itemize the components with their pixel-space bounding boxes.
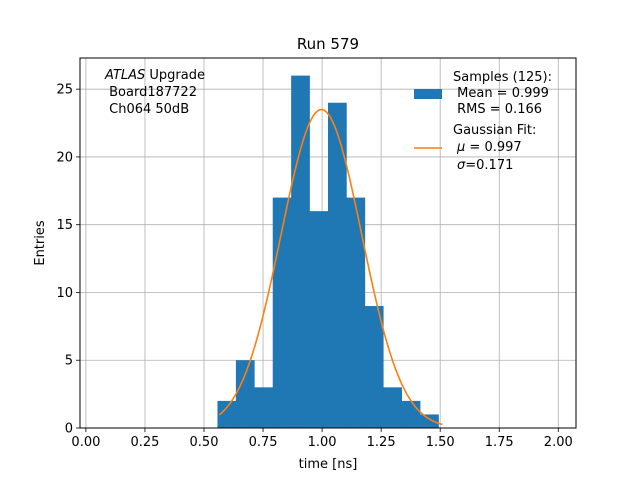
annotation-line-2: Board187722: [105, 85, 197, 100]
experiment-annotation: ATLAS Upgrade Board187722 Ch064 50dB: [104, 68, 205, 117]
y-tick-label: 25: [56, 83, 73, 98]
atlas-label: ATLAS: [104, 68, 145, 83]
legend-samples-line-3: RMS = 0.166: [453, 102, 542, 117]
histogram-bar: [364, 306, 384, 428]
histogram-bar: [291, 75, 310, 428]
chart-title: Run 579: [297, 35, 359, 53]
y-axis-title: Entries: [33, 220, 48, 266]
y-tick-label: 15: [56, 218, 73, 233]
x-tick-label: 0.00: [71, 435, 100, 450]
upgrade-label: Upgrade: [145, 68, 205, 83]
gaussian-fit-curve: [218, 108, 443, 426]
x-tick-label: 1.00: [308, 435, 337, 450]
y-tick-label: 5: [65, 354, 73, 369]
x-tick-label: 0.25: [130, 435, 159, 450]
histogram-bar: [235, 360, 255, 428]
y-tick-label: 10: [56, 286, 73, 301]
x-tick-label: 0.50: [190, 435, 219, 450]
legend-fit-sigma: σ=0.171: [457, 158, 513, 173]
histogram-bar: [254, 387, 274, 428]
legend-samples-line-2: Mean = 0.999: [453, 86, 549, 101]
histogram-bar: [328, 102, 347, 428]
plot-frame: [79, 57, 577, 429]
x-axis-title: time [ns]: [299, 457, 358, 472]
y-tick-label: 0: [65, 422, 73, 437]
gaussian-fit: [218, 108, 443, 426]
histogram-bars: [217, 75, 439, 428]
histogram-bar: [346, 197, 366, 428]
histogram-bar: [217, 400, 237, 428]
mu-symbol: μ: [456, 140, 465, 155]
x-tick-label: 1.75: [485, 435, 514, 450]
legend-swatch-samples: [414, 89, 442, 99]
histogram-bar: [401, 400, 421, 428]
y-axis-ticks: 0 5 10 15 20 25: [56, 83, 80, 437]
legend-fit-line-1: Gaussian Fit:: [453, 123, 536, 138]
x-tick-label: 1.50: [426, 435, 455, 450]
x-tick-label: 2.00: [544, 435, 573, 450]
sigma-value: =0.171: [465, 158, 513, 173]
x-tick-label: 1.25: [367, 435, 396, 450]
y-tick-label: 20: [56, 150, 73, 165]
legend: Samples (125): Mean = 0.999 RMS = 0.166 …: [414, 70, 552, 173]
annotation-line-3: Ch064 50dB: [105, 102, 189, 117]
histogram-bar: [420, 414, 439, 428]
legend-samples-line-1: Samples (125):: [453, 70, 552, 85]
mu-value: = 0.997: [465, 140, 521, 155]
x-tick-label: 0.75: [249, 435, 278, 450]
histogram-bar: [309, 211, 329, 428]
sigma-symbol: σ: [457, 158, 466, 173]
histogram-bar: [383, 387, 402, 428]
x-axis-ticks: 0.00 0.25 0.50 0.75 1.00 1.25 1.50 1.75 2.00: [71, 428, 573, 450]
annotation-line-1: ATLAS Upgrade: [104, 68, 205, 83]
legend-fit-mu: μ = 0.997: [456, 140, 522, 155]
